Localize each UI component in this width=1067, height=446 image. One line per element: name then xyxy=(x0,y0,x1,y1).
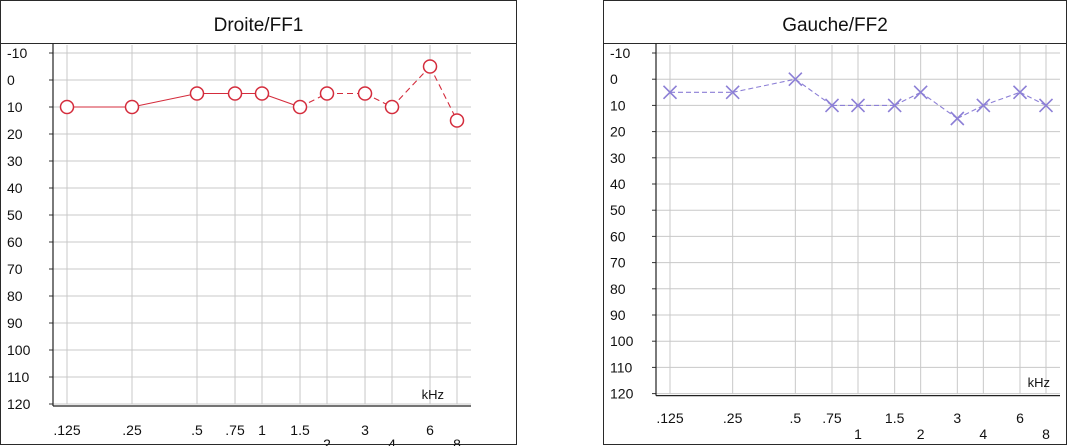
x-tick-label: 2 xyxy=(917,426,925,442)
x-tick-label: 3 xyxy=(953,410,961,426)
data-point-circle xyxy=(189,86,205,101)
data-point-circle xyxy=(227,86,243,101)
data-point-circle xyxy=(357,86,373,101)
y-tick-label: 30 xyxy=(610,150,626,166)
data-point-circle xyxy=(124,99,140,115)
chart-panel-right-ear: Droite/FF1 -10 0 10 20 30 40 50 60 70 80 90 100 110 1… xyxy=(0,0,517,446)
x-tick-label: .25 xyxy=(723,410,743,426)
data-point-cross xyxy=(662,85,678,100)
x-axis-unit-label: kHz xyxy=(1028,375,1050,390)
data-point-circle xyxy=(319,86,335,101)
data-point-cross xyxy=(913,85,928,100)
data-point-cross xyxy=(725,85,740,100)
series-line-segment xyxy=(983,91,1021,106)
series-line-segment xyxy=(1019,91,1047,106)
y-tick-label: 40 xyxy=(7,180,23,196)
x-tick-label: .75 xyxy=(822,410,842,426)
data-point-cross xyxy=(1038,98,1054,113)
y-tick-label: 110 xyxy=(7,369,30,385)
x-tick-label: 4 xyxy=(388,436,396,446)
data-point-cross xyxy=(950,111,965,126)
chart-title: Gauche/FF2 xyxy=(782,15,888,36)
x-tick-label: 6 xyxy=(1016,410,1024,426)
series-line-segment xyxy=(894,91,921,106)
x-tick-label: 1 xyxy=(854,426,862,442)
x-tick-label: 1.5 xyxy=(885,410,905,426)
data-point-circle xyxy=(254,86,270,101)
chart-panel-left-ear: Gauche/FF2 -10 0 10 20 30 40 50 60 70 80 90 100 110 1… xyxy=(603,0,1067,445)
x-tick-label: .5 xyxy=(789,410,801,426)
data-point-cross xyxy=(1012,85,1028,100)
y-tick-label: 80 xyxy=(610,281,626,297)
y-tick-label: 60 xyxy=(7,234,23,250)
audiogram-plot-left: -10 0 10 20 30 40 50 60 70 80 90 100 110 120 .125 .25 .5… xyxy=(610,43,1060,442)
y-tick-label: 60 xyxy=(610,228,626,244)
title-divider xyxy=(1,43,516,44)
y-tick-label: 110 xyxy=(610,359,633,375)
y-tick-label: 70 xyxy=(7,261,23,277)
y-tick-label: 50 xyxy=(610,202,626,218)
x-tick-label: .125 xyxy=(53,422,80,438)
data-point-circle xyxy=(292,99,308,115)
series-line-segment xyxy=(391,66,431,108)
y-tick-label: 100 xyxy=(610,333,634,349)
data-point-circle xyxy=(449,113,465,128)
data-point-cross xyxy=(788,72,803,87)
y-tick-label: 0 xyxy=(7,72,15,88)
x-tick-label: 6 xyxy=(426,422,434,438)
y-tick-label: -10 xyxy=(7,45,27,61)
x-tick-label: 1 xyxy=(258,422,266,438)
y-tick-label: 70 xyxy=(610,255,626,271)
y-tick-label: 90 xyxy=(7,315,23,331)
y-tick-label: 10 xyxy=(7,99,23,115)
y-tick-label: 100 xyxy=(7,342,31,358)
data-point-cross xyxy=(976,98,991,113)
x-axis-unit-label: kHz xyxy=(422,387,444,402)
y-tick-label: 40 xyxy=(610,176,626,192)
data-point-circle xyxy=(384,99,400,115)
x-tick-label: 2 xyxy=(323,436,331,446)
title-divider xyxy=(604,43,1066,44)
data-point-circle xyxy=(59,99,75,115)
x-tick-label: 4 xyxy=(979,426,987,442)
y-tick-label: 10 xyxy=(610,97,626,113)
y-tick-label: -10 xyxy=(610,45,630,61)
y-tick-label: 50 xyxy=(7,207,23,223)
y-tick-label: 0 xyxy=(610,71,618,87)
x-tick-label: 1.5 xyxy=(290,422,310,438)
y-tick-label: 30 xyxy=(7,153,23,169)
data-point-cross xyxy=(824,98,840,113)
audiogram-plot-right: -10 0 10 20 30 40 50 60 70 80 90 100 110 120 .125 .25 .5… xyxy=(7,43,471,446)
series-line-segment xyxy=(429,66,458,121)
x-tick-label: .5 xyxy=(191,422,203,438)
x-tick-label: .25 xyxy=(122,422,142,438)
data-point-cross xyxy=(887,98,902,113)
y-tick-label: 20 xyxy=(7,126,23,142)
y-tick-label: 90 xyxy=(610,307,626,323)
y-tick-label: 20 xyxy=(610,124,626,140)
series-line-segment xyxy=(795,78,833,106)
y-tick-label: 120 xyxy=(610,386,634,402)
x-tick-label: 8 xyxy=(1042,426,1050,442)
series-line-segment xyxy=(957,104,984,119)
x-tick-label: .75 xyxy=(225,422,245,438)
chart-title: Droite/FF1 xyxy=(213,15,304,36)
series-line-segment xyxy=(131,92,198,108)
series-line-segment xyxy=(732,78,796,93)
x-tick-label: 8 xyxy=(453,436,461,446)
x-tick-label: 3 xyxy=(361,422,369,438)
x-tick-label: .125 xyxy=(656,410,683,426)
y-tick-label: 80 xyxy=(7,288,23,304)
y-tick-label: 120 xyxy=(7,396,31,412)
data-point-circle xyxy=(422,59,438,74)
data-point-cross xyxy=(850,98,866,113)
